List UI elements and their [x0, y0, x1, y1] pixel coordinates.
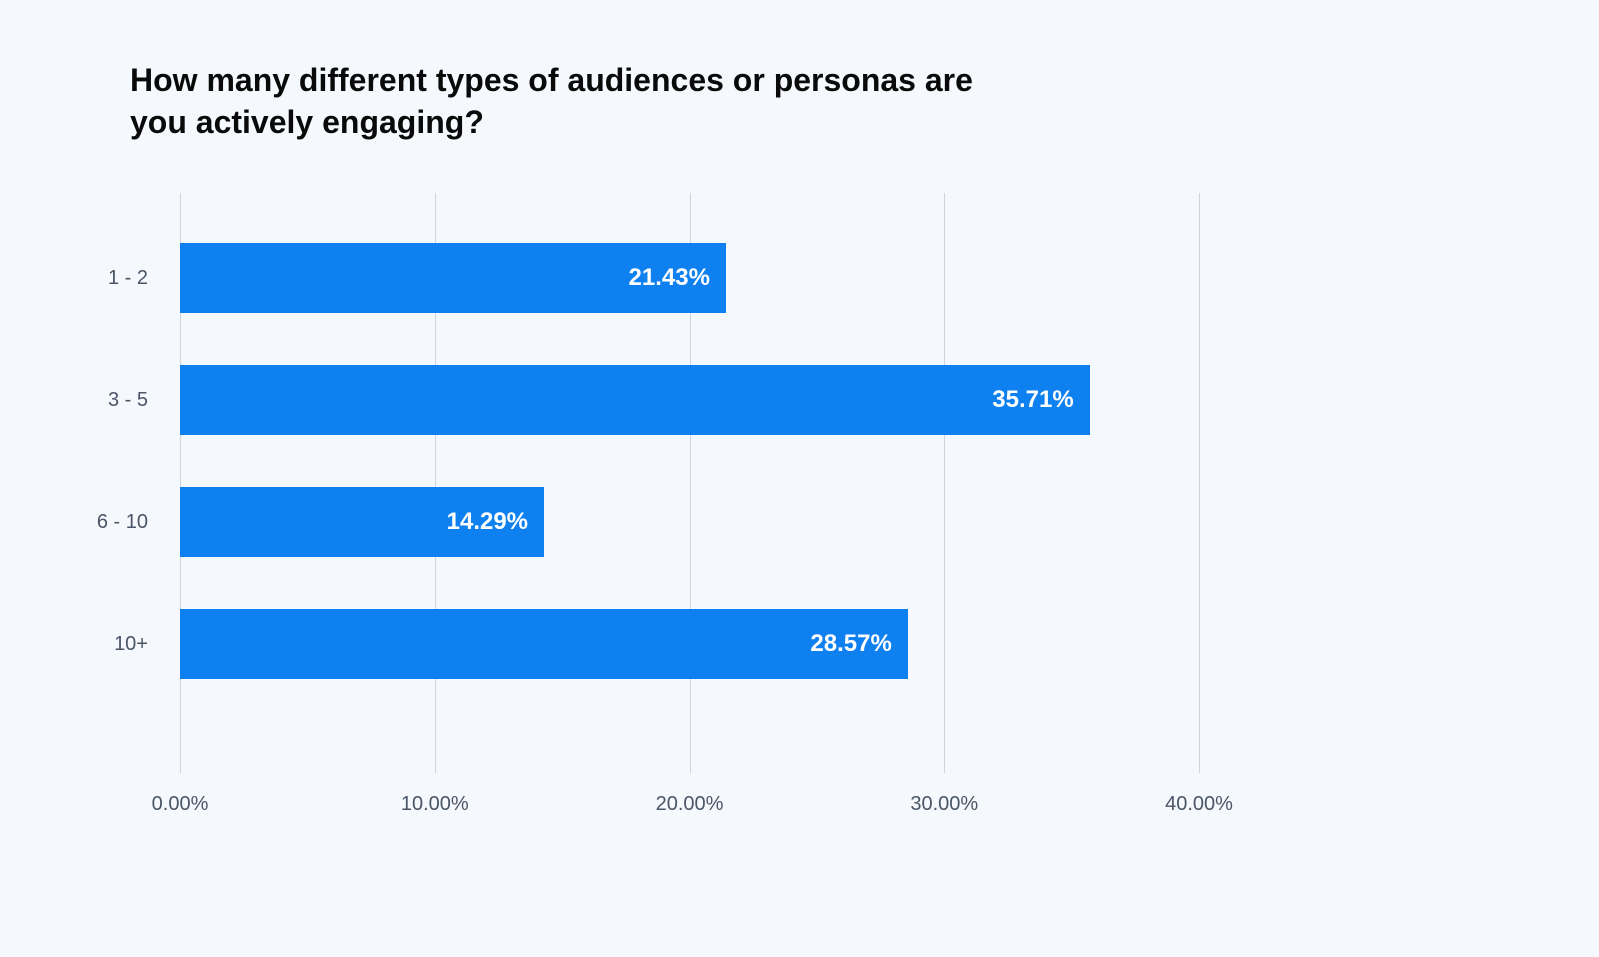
bar: 28.57% [180, 609, 908, 679]
bar-value-label: 21.43% [629, 264, 710, 292]
bar-value-label: 35.71% [992, 386, 1073, 414]
x-tick-label: 0.00% [152, 793, 209, 816]
y-category-label: 3 - 5 [108, 365, 148, 435]
chart-container: 1 - 221.43% 3 - 535.71% 6 - 1014.29% 10+28.… [130, 193, 1469, 833]
x-axis-labels: 0.00%10.00%20.00%30.00%40.00% [180, 793, 1199, 833]
y-category-label: 10+ [114, 609, 148, 679]
chart-title: How many different types of audiences or… [130, 60, 1030, 143]
x-tick-label: 10.00% [401, 793, 469, 816]
bar-row: 3 - 535.71% [180, 365, 1199, 435]
bar-row: 1 - 221.43% [180, 243, 1199, 313]
bar-row: 6 - 1014.29% [180, 487, 1199, 557]
plot-area: 1 - 221.43% 3 - 535.71% 6 - 1014.29% 10+28.… [180, 193, 1199, 773]
x-tick-label: 40.00% [1165, 793, 1233, 816]
bar: 21.43% [180, 243, 726, 313]
bar-value-label: 14.29% [447, 508, 528, 536]
bar-value-label: 28.57% [810, 630, 891, 658]
bar: 35.71% [180, 365, 1090, 435]
y-category-label: 6 - 10 [97, 487, 148, 557]
y-category-label: 1 - 2 [108, 243, 148, 313]
bar-row: 10+28.57% [180, 609, 1199, 679]
x-tick-label: 20.00% [656, 793, 724, 816]
gridline [1199, 193, 1200, 773]
x-tick-label: 30.00% [910, 793, 978, 816]
bar: 14.29% [180, 487, 544, 557]
